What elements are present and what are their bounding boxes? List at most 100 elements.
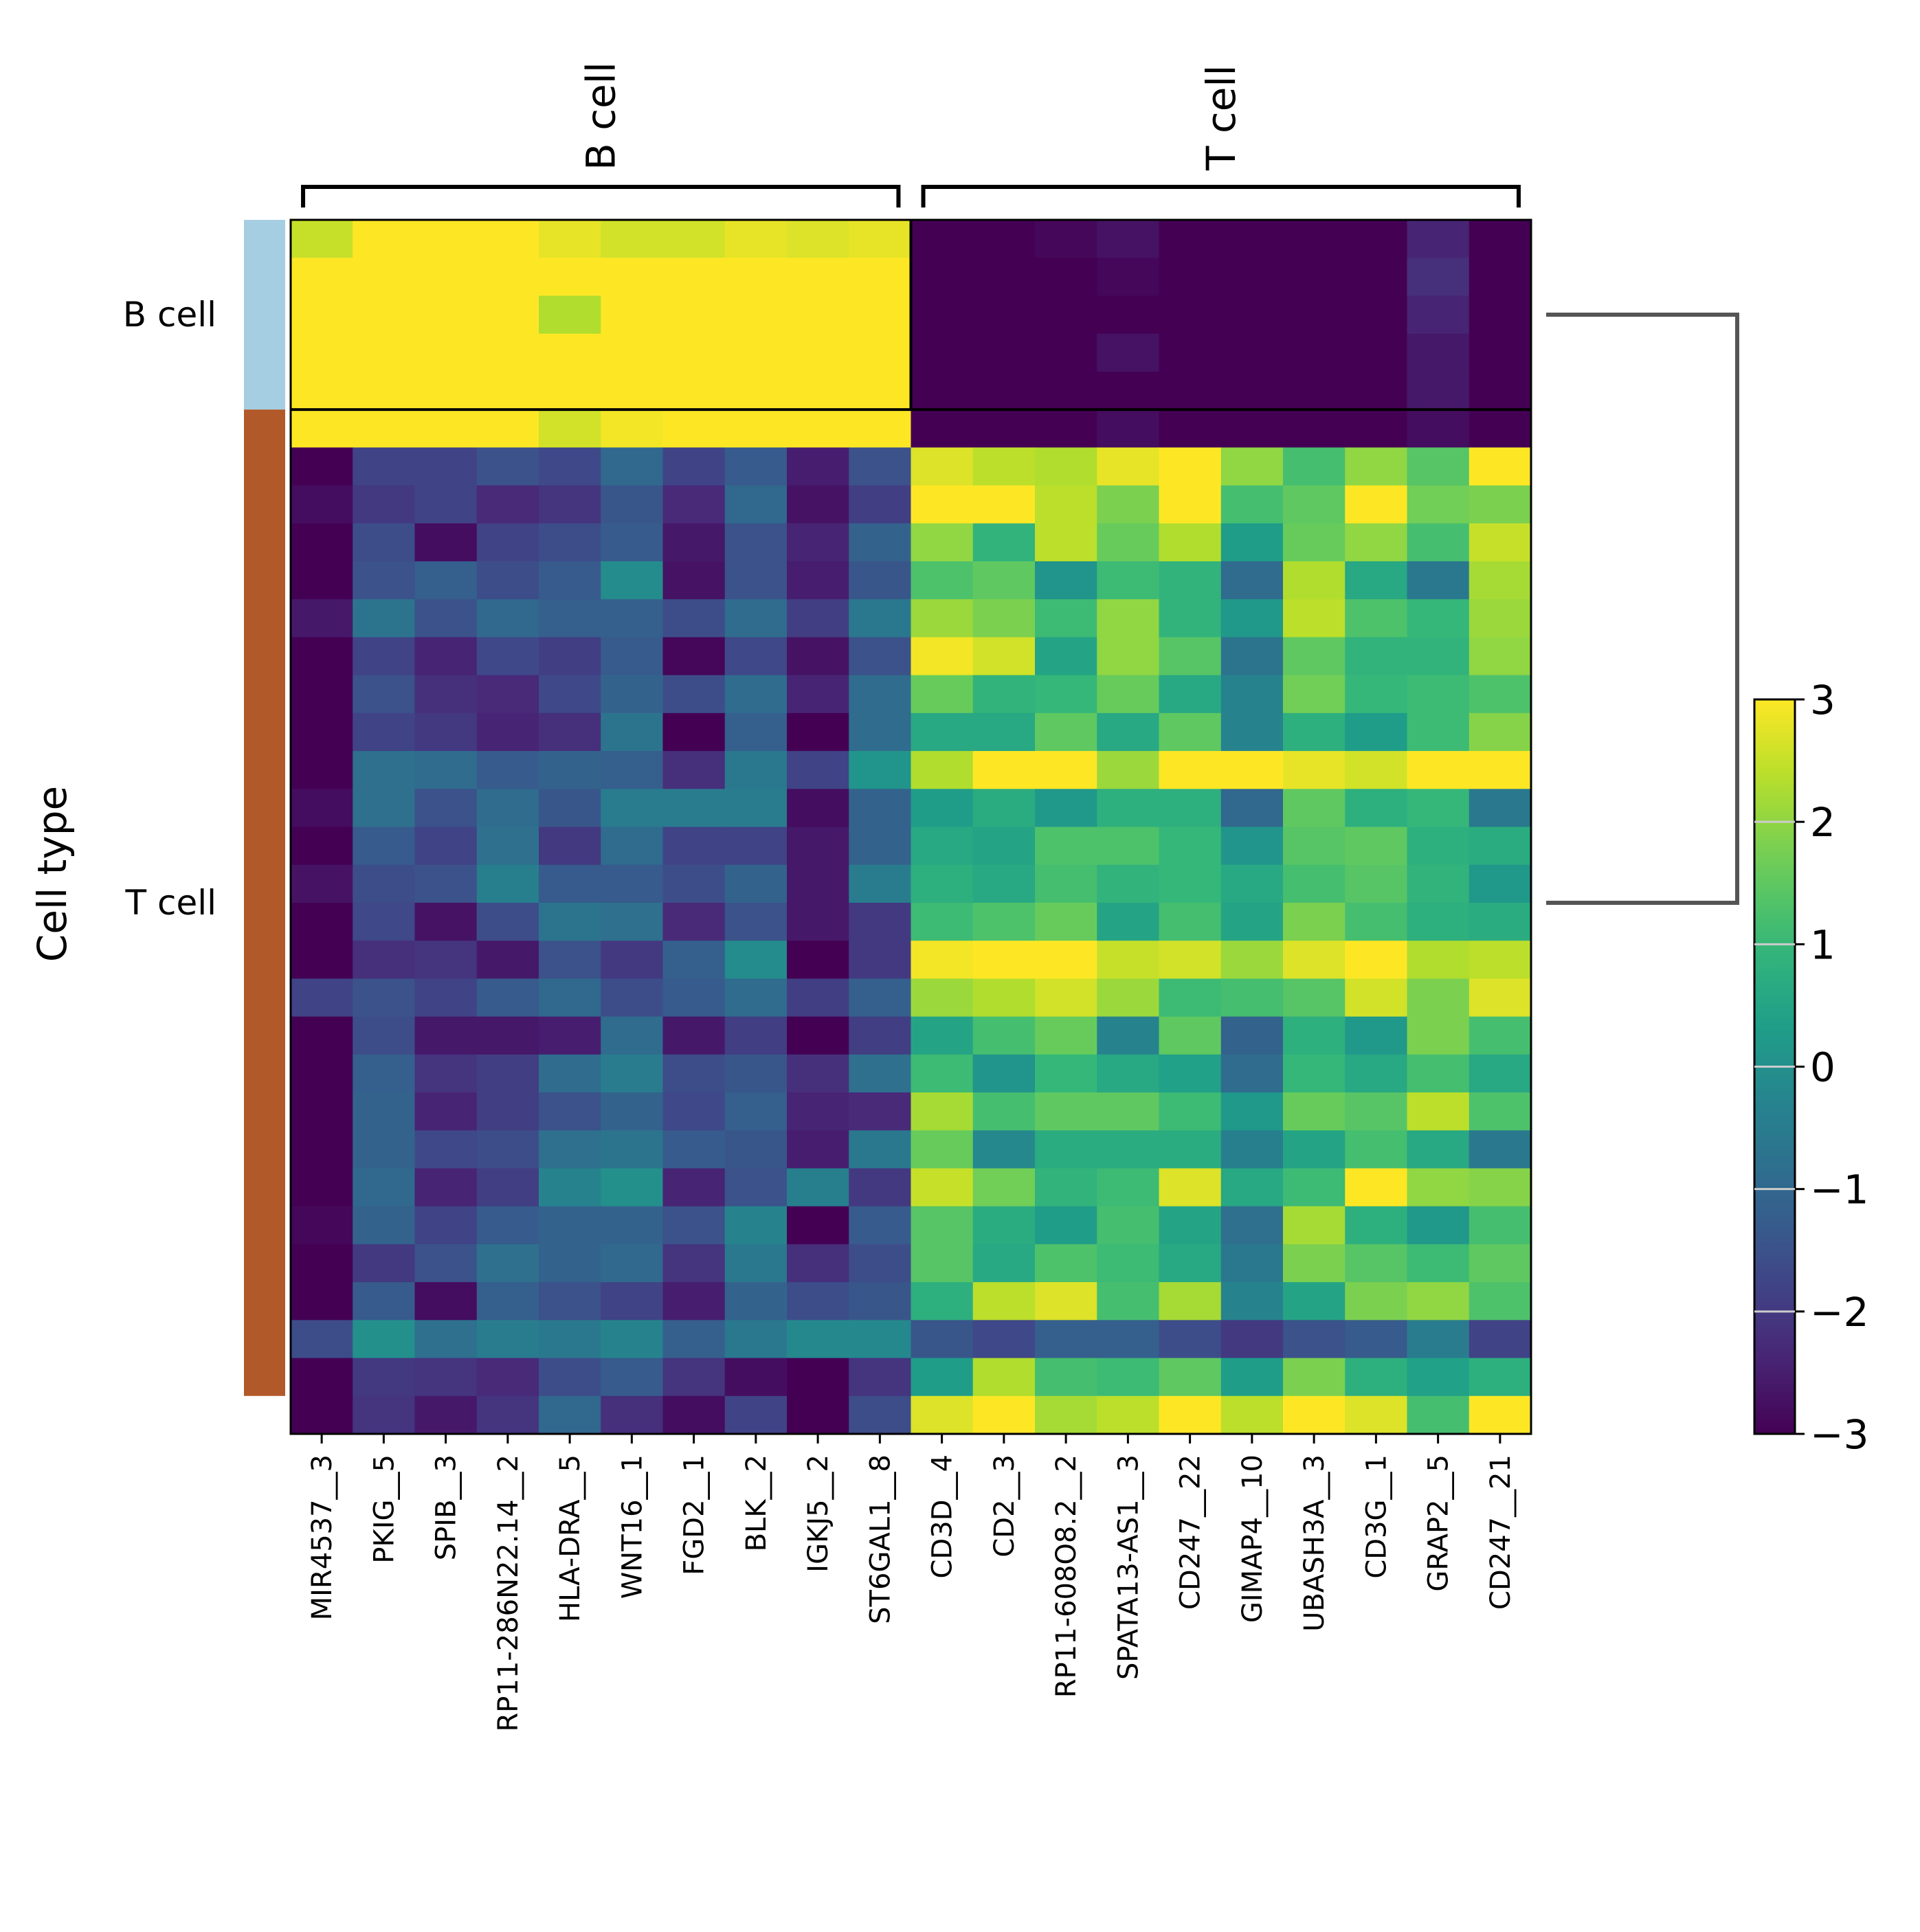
heatmap-cell xyxy=(476,447,539,486)
heatmap-cell xyxy=(911,1092,974,1131)
heatmap-cell xyxy=(539,637,601,676)
heatmap-cell xyxy=(414,978,478,1018)
heatmap-cell xyxy=(787,295,849,335)
heatmap-cell xyxy=(724,902,788,941)
heatmap-cell xyxy=(1220,1206,1284,1245)
heatmap-cell xyxy=(724,941,788,979)
heatmap-cell xyxy=(662,258,726,297)
heatmap-cell xyxy=(662,1168,726,1207)
heatmap-cell xyxy=(724,751,788,789)
heatmap-cell xyxy=(539,1092,601,1131)
heatmap-cell xyxy=(1469,978,1532,1018)
heatmap-cell xyxy=(476,864,539,903)
heatmap-cell xyxy=(724,1395,788,1435)
heatmap-cell xyxy=(353,712,416,752)
heatmap-cell xyxy=(911,1168,974,1207)
heatmap-cell xyxy=(911,1130,974,1169)
heatmap-cell xyxy=(972,1092,1036,1131)
gene-label: MIR4537__3 xyxy=(306,1454,338,1620)
heatmap-cell xyxy=(291,1320,353,1359)
heatmap-cell xyxy=(1097,1054,1160,1093)
heatmap-cell xyxy=(787,902,849,941)
heatmap-cell xyxy=(539,1168,601,1207)
heatmap-cell xyxy=(972,902,1036,941)
heatmap-cell xyxy=(539,485,601,524)
colorbar-tick-label: −3 xyxy=(1810,1411,1869,1458)
heatmap-cell xyxy=(849,295,912,335)
heatmap-cell xyxy=(1097,751,1160,789)
heatmap-cell xyxy=(476,220,539,258)
heatmap-cell xyxy=(1159,1206,1222,1245)
heatmap-cell xyxy=(972,1358,1036,1397)
heatmap-cell xyxy=(1159,1130,1222,1169)
heatmap-cell xyxy=(291,1244,353,1283)
heatmap-cell xyxy=(1035,409,1097,448)
heatmap-cell xyxy=(1097,712,1160,752)
heatmap-cell xyxy=(724,561,788,600)
gene-label: SPATA13-AS1__3 xyxy=(1113,1454,1144,1680)
heatmap-cell xyxy=(539,1016,601,1055)
heatmap-cell xyxy=(972,712,1036,752)
heatmap-cell xyxy=(601,1206,664,1245)
heatmap-cell xyxy=(1469,1054,1532,1093)
heatmap-cell xyxy=(1220,258,1284,297)
heatmap-cell xyxy=(414,789,478,828)
heatmap-cell xyxy=(662,485,726,524)
heatmap-cell xyxy=(353,941,416,979)
heatmap-cell xyxy=(1407,827,1470,866)
heatmap-cell xyxy=(476,1282,539,1321)
heatmap-cell xyxy=(972,485,1036,524)
heatmap-cell xyxy=(476,1168,539,1207)
heatmap-cell xyxy=(724,447,788,486)
heatmap-cell xyxy=(291,1168,353,1207)
heatmap-cell xyxy=(1469,1130,1532,1169)
heatmap-cell xyxy=(1035,485,1097,524)
gene-label: CD247__22 xyxy=(1175,1454,1207,1610)
heatmap-cell xyxy=(787,599,849,638)
heatmap-cell xyxy=(1159,1244,1222,1283)
heatmap-cell xyxy=(724,1092,788,1131)
heatmap-cell xyxy=(414,409,478,448)
heatmap-cell xyxy=(353,599,416,638)
heatmap-cell xyxy=(662,523,726,562)
heatmap-cell xyxy=(724,523,788,562)
heatmap-cell xyxy=(849,1054,912,1093)
heatmap-cell xyxy=(724,864,788,903)
gene-label: IGKJ5__2 xyxy=(803,1454,834,1573)
heatmap-cell xyxy=(1283,789,1346,828)
heatmap-cell xyxy=(1345,220,1408,258)
heatmap-cell xyxy=(1407,220,1470,258)
heatmap-cell xyxy=(291,485,353,524)
heatmap-cell xyxy=(1345,864,1408,903)
heatmap-cell xyxy=(1345,258,1408,297)
heatmap-cell xyxy=(849,371,912,410)
heatmap-cell xyxy=(539,902,601,941)
heatmap-cell xyxy=(1220,371,1284,410)
heatmap-cell xyxy=(787,333,849,372)
heatmap-cell xyxy=(787,447,849,486)
heatmap-cell xyxy=(476,295,539,335)
heatmap-cell xyxy=(1345,789,1408,828)
heatmap-cell xyxy=(601,599,664,638)
heatmap-cell xyxy=(849,827,912,866)
heatmap-cell xyxy=(972,220,1036,258)
heatmap-cell xyxy=(291,1130,353,1169)
heatmap-cell xyxy=(662,1054,726,1093)
gene-label: CD247__21 xyxy=(1485,1454,1517,1610)
heatmap-cell xyxy=(849,485,912,524)
heatmap-cell xyxy=(601,1168,664,1207)
heatmap-cell xyxy=(662,371,726,410)
heatmap-cell xyxy=(1159,941,1222,979)
heatmap-cell xyxy=(414,1358,478,1397)
heatmap-cell xyxy=(476,712,539,752)
heatmap-cell xyxy=(539,864,601,903)
heatmap-cells xyxy=(289,218,1532,1435)
heatmap-cell xyxy=(849,902,912,941)
heatmap-cell xyxy=(1159,1395,1222,1435)
heatmap-cell xyxy=(1345,561,1408,600)
heatmap-cell xyxy=(972,1054,1036,1093)
heatmap-cell xyxy=(972,1168,1036,1207)
heatmap-cell xyxy=(353,789,416,828)
heatmap-cell xyxy=(1469,333,1532,372)
